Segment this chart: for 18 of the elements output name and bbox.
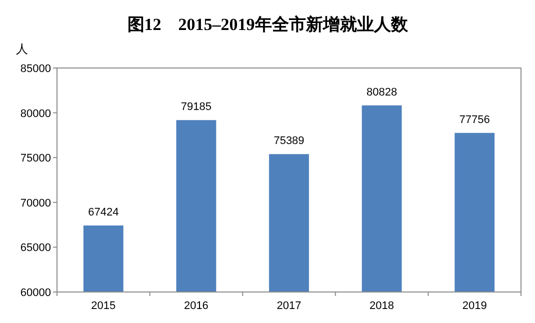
data-label: 75389 [274,135,304,148]
y-tick-label: 65000 [20,242,51,254]
x-tick-label: 2015 [91,300,116,312]
data-label: 77756 [459,114,490,126]
y-tick-label: 80000 [20,108,51,120]
y-tick-label: 70000 [20,197,51,210]
data-label: 80828 [366,86,398,98]
chart-title: 图12 2015–2019年全市新增就业人数 [127,15,409,34]
y-tick-label: 85000 [20,63,51,75]
x-tick-label: 2018 [370,300,394,312]
y-tick-label: 60000 [20,287,51,299]
data-label: 79185 [180,101,212,114]
x-tick-label: 2017 [276,300,302,312]
y-axis-title: 人 [16,42,28,56]
x-tick-label: 2016 [184,300,208,312]
x-tick-label: 2019 [462,300,487,312]
data-label: 67424 [88,206,119,218]
y-tick-label: 75000 [20,152,51,165]
